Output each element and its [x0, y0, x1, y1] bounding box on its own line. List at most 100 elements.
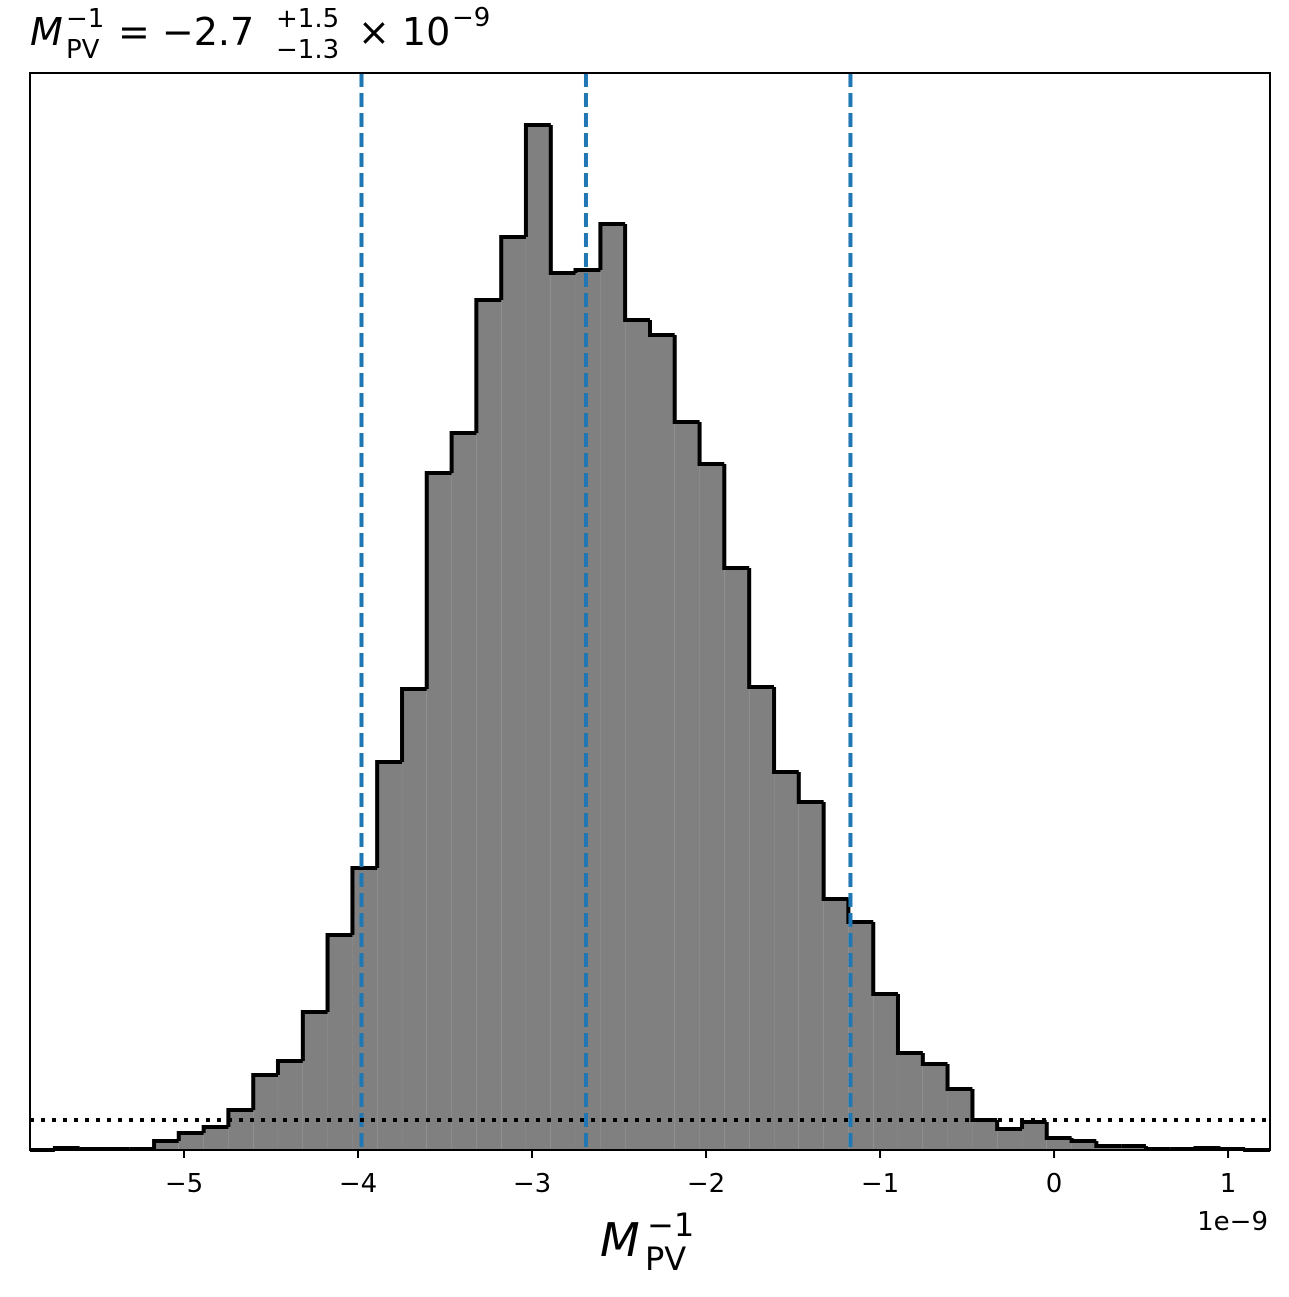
x-label-symbol: M: [600, 1213, 640, 1267]
bar-outline: [1193, 1146, 1221, 1150]
x-label-sub: PV: [645, 1240, 686, 1278]
bar-outline: [350, 866, 378, 935]
bar-outline: [1069, 1138, 1097, 1143]
bar-outline: [672, 335, 700, 424]
bar-outline: [697, 422, 725, 466]
x-tick-label: −3: [513, 1169, 551, 1199]
bar: [203, 1127, 229, 1150]
bar: [699, 464, 725, 1150]
title-times: × 10: [358, 10, 450, 54]
bar: [451, 433, 477, 1150]
bar-outline: [1218, 1147, 1246, 1151]
bar-outline: [747, 568, 775, 689]
plot-frame: [29, 72, 1271, 1151]
bar-outline: [895, 994, 923, 1055]
bar-outline: [1143, 1146, 1171, 1151]
bar-outline: [623, 224, 650, 322]
x-tick-label: −4: [339, 1169, 377, 1199]
bar-outline: [920, 1053, 948, 1066]
x-tick-label: −5: [165, 1169, 203, 1199]
bar-outline: [796, 772, 824, 804]
bar-outline: [499, 235, 526, 300]
bar: [352, 868, 378, 1150]
bar: [426, 473, 452, 1150]
bar: [501, 237, 526, 1150]
bar-outline: [598, 222, 626, 270]
x-tick-label: 1: [1220, 1169, 1237, 1199]
bar: [302, 1012, 328, 1150]
bar: [575, 270, 601, 1150]
bar: [327, 935, 353, 1150]
bar-outline: [970, 1089, 998, 1122]
bar: [476, 300, 502, 1150]
bar-outline: [1094, 1141, 1122, 1148]
bar-outline: [152, 1139, 179, 1149]
bar-outline: [945, 1064, 973, 1091]
x-tick-label: −1: [861, 1169, 899, 1199]
bar-outline: [573, 268, 601, 273]
bar-outline: [251, 1073, 278, 1110]
bar-outline: [424, 471, 452, 689]
bar-outline: [474, 298, 502, 433]
bar: [625, 320, 650, 1150]
bar-outline: [325, 933, 353, 1012]
bar: [922, 1064, 948, 1150]
bar: [724, 568, 750, 1150]
bar: [897, 1053, 923, 1150]
offset-text: 1e−9: [1197, 1207, 1268, 1237]
title-value: = −2.7: [118, 10, 254, 54]
bar-outline: [995, 1120, 1023, 1131]
bar-outline: [523, 123, 551, 237]
bar-outline: [1044, 1122, 1072, 1140]
bar: [674, 422, 700, 1150]
bar-outline: [77, 1147, 105, 1151]
bar: [253, 1075, 278, 1150]
bar: [154, 1141, 179, 1150]
bar: [228, 1110, 254, 1150]
bar-outline: [201, 1125, 229, 1133]
bar-outline: [400, 687, 427, 762]
bar: [1022, 1122, 1047, 1150]
title-exponent: −9: [452, 3, 490, 33]
bar: [774, 772, 799, 1150]
x-label-sup: −1: [647, 1206, 694, 1244]
bar-outline: [449, 431, 477, 473]
bar-outline: [300, 1010, 328, 1061]
bar-outline: [648, 320, 675, 337]
title-lower: −1.3: [276, 35, 339, 65]
bar-outline: [846, 899, 874, 924]
bar-outline: [176, 1131, 204, 1141]
bar: [1071, 1141, 1097, 1150]
bar: [525, 125, 551, 1150]
bar: [377, 762, 403, 1150]
bar-outline: [722, 464, 750, 570]
bar: [749, 687, 775, 1150]
bar: [402, 689, 427, 1150]
title-sup: −1: [66, 4, 104, 34]
bar-outline: [548, 125, 576, 275]
bar: [972, 1120, 998, 1150]
x-tick-label: 0: [1046, 1169, 1063, 1199]
bar: [997, 1129, 1023, 1150]
bar-outline: [275, 1059, 303, 1075]
bar-outline: [871, 922, 898, 996]
bar: [1046, 1138, 1072, 1150]
bar-outline: [772, 687, 799, 774]
bar: [178, 1133, 204, 1150]
bar-outline: [821, 802, 849, 901]
bar: [550, 273, 576, 1150]
bar-outline: [375, 760, 403, 868]
bar: [600, 224, 626, 1150]
title-symbol: M: [30, 10, 63, 54]
title-upper: +1.5: [276, 4, 339, 34]
title-sub: PV: [66, 35, 100, 65]
bar: [823, 899, 849, 1150]
bar: [848, 922, 874, 1150]
bar: [873, 994, 898, 1150]
x-tick-label: −2: [687, 1169, 725, 1199]
bar: [798, 802, 824, 1150]
bar: [277, 1061, 303, 1150]
bar: [650, 335, 675, 1150]
